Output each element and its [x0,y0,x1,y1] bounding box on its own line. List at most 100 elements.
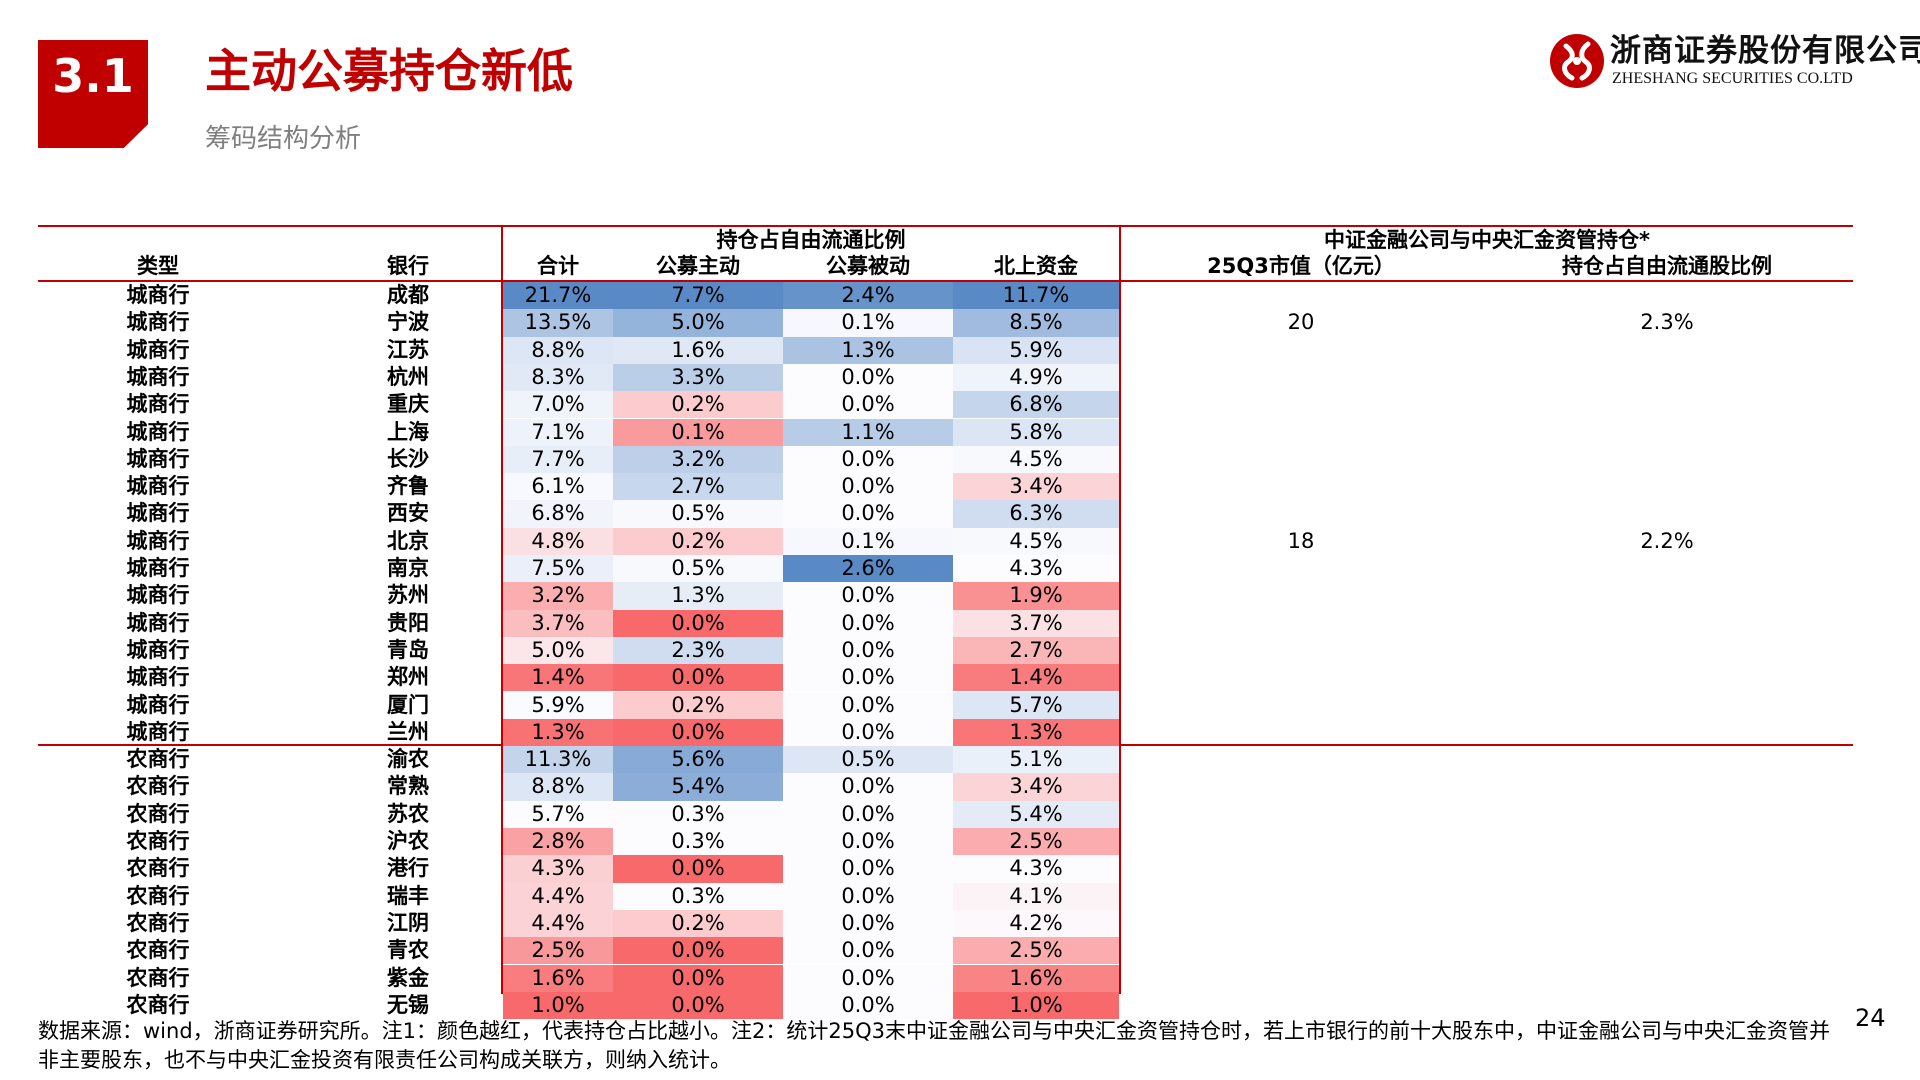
cell-market-value [1121,555,1481,582]
cell-passive: 0.0% [783,445,953,474]
cell-ratio [1481,419,1853,446]
cell-north: 2.5% [953,937,1119,965]
cell-type: 农商行 [126,747,190,772]
cell-bank: 江苏 [387,337,429,362]
cell-ratio: 2.2% [1640,528,1694,553]
cell-bank: 渝农 [387,747,429,772]
cell-active: 0.0% [613,664,783,692]
cell-passive: 0.0% [783,664,953,692]
cell-type: 城商行 [126,637,190,662]
cell-total: 4.8% [503,527,613,555]
cell-total: 8.3% [503,363,613,392]
cell-active: 2.3% [613,636,783,665]
table-header-border [38,280,1853,282]
cell-passive: 0.0% [783,609,953,637]
cell-type: 城商行 [126,474,190,499]
cell-passive: 0.0% [783,582,953,610]
table-row: 城商行 贵阳 3.7% 0.0% 0.0% 3.7% [38,609,1853,637]
cell-bank: 齐鲁 [387,474,429,499]
cell-market-value [1121,364,1481,391]
cell-market-value [1121,446,1481,473]
cell-total: 7.7% [503,445,613,474]
cell-total: 4.4% [503,909,613,938]
table-row: 农商行 苏农 5.7% 0.3% 0.0% 5.4% [38,800,1853,828]
group-header-csf: 中证金融公司与中央汇金资管持仓* [1324,228,1650,252]
footnote: 数据来源：wind，浙商证券研究所。注1：颜色越红，代表持仓占比越小。注2：统计… [38,1019,1830,1072]
cell-total: 6.1% [503,473,613,501]
cell-type: 城商行 [126,556,190,580]
cell-active: 5.4% [613,773,783,801]
cell-type: 城商行 [126,665,190,690]
column-header-active: 公募主动 [656,254,740,278]
cell-market-value: 18 [1287,528,1315,553]
cell-type: 城商行 [126,719,190,744]
cell-total: 6.8% [503,500,613,528]
cell-market-value: 20 [1287,310,1315,335]
cell-total: 21.7% [503,282,613,310]
table-row: 城商行 杭州 8.3% 3.3% 0.0% 4.9% [38,363,1853,392]
cell-market-value [1121,664,1481,691]
cell-total: 1.4% [503,664,613,692]
cell-passive: 0.0% [783,500,953,528]
cell-active: 0.3% [613,882,783,910]
table-row: 农商行 紫金 1.6% 0.0% 0.0% 1.6% [38,964,1853,992]
cell-market-value [1121,883,1481,910]
table-row: 农商行 江阴 4.4% 0.2% 0.0% 4.2% [38,909,1853,938]
cell-total: 5.0% [503,636,613,665]
cell-bank: 郑州 [387,665,429,690]
cell-bank: 长沙 [387,446,429,471]
table-row: 城商行 厦门 5.9% 0.2% 0.0% 5.7% [38,691,1853,719]
cell-bank: 苏州 [387,583,429,608]
cell-bank: 常熟 [387,774,429,799]
cell-bank: 苏农 [387,801,429,826]
table-row: 城商行 成都 21.7% 7.7% 2.4% 11.7% [38,282,1853,310]
cell-active: 0.2% [613,691,783,719]
cell-active: 0.0% [613,855,783,883]
cell-market-value [1121,582,1481,609]
cell-bank: 兰州 [387,719,429,744]
cell-total: 2.5% [503,937,613,965]
table-row: 农商行 青农 2.5% 0.0% 0.0% 2.5% [38,937,1853,965]
cell-ratio [1481,664,1853,691]
cell-market-value [1121,391,1481,418]
cell-north: 4.3% [953,555,1119,583]
page-subtitle: 筹码结构分析 [205,124,362,154]
cell-active: 0.0% [613,964,783,992]
cell-type: 城商行 [126,364,190,389]
table-row: 城商行 青岛 5.0% 2.3% 0.0% 2.7% [38,636,1853,665]
cell-active: 0.1% [613,418,783,446]
cell-north: 4.1% [953,882,1119,910]
table-row: 城商行 重庆 7.0% 0.2% 0.0% 6.8% [38,391,1853,419]
cell-market-value [1121,610,1481,637]
table-row: 城商行 南京 7.5% 0.5% 2.6% 4.3% [38,555,1853,583]
company-logo-icon [1550,34,1604,88]
table-vertical-divider-right [1119,225,1121,994]
cell-type: 城商行 [126,392,190,417]
table-row: 城商行 西安 6.8% 0.5% 0.0% 6.3% [38,500,1853,528]
cell-bank: 贵阳 [387,610,429,635]
table-vertical-divider-left [501,225,503,994]
column-header-north: 北上资金 [994,254,1078,278]
cell-passive: 1.3% [783,336,953,364]
table-row: 城商行 苏州 3.2% 1.3% 0.0% 1.9% [38,582,1853,610]
table-row: 农商行 瑞丰 4.4% 0.3% 0.0% 4.1% [38,882,1853,910]
cell-north: 4.2% [953,909,1119,938]
holdings-table: 持仓占自由流通比例 中证金融公司与中央汇金资管持仓* 类型 银行 合计 公募主动… [38,225,1853,1020]
cell-passive: 0.1% [783,527,953,555]
cell-north: 3.4% [953,773,1119,801]
cell-market-value [1121,965,1481,992]
cell-passive: 0.0% [783,855,953,883]
cell-north: 1.4% [953,664,1119,692]
cell-north: 4.5% [953,445,1119,474]
cell-ratio: 2.3% [1640,310,1694,335]
cell-active: 5.0% [613,309,783,337]
cell-north: 1.0% [953,991,1119,1020]
cell-ratio [1481,692,1853,719]
cell-market-value [1121,992,1481,1019]
cell-type: 农商行 [126,774,190,799]
cell-active: 0.3% [613,800,783,828]
cell-bank: 青岛 [387,637,429,662]
cell-market-value [1121,637,1481,664]
cell-ratio [1481,282,1853,309]
cell-passive: 0.0% [783,937,953,965]
